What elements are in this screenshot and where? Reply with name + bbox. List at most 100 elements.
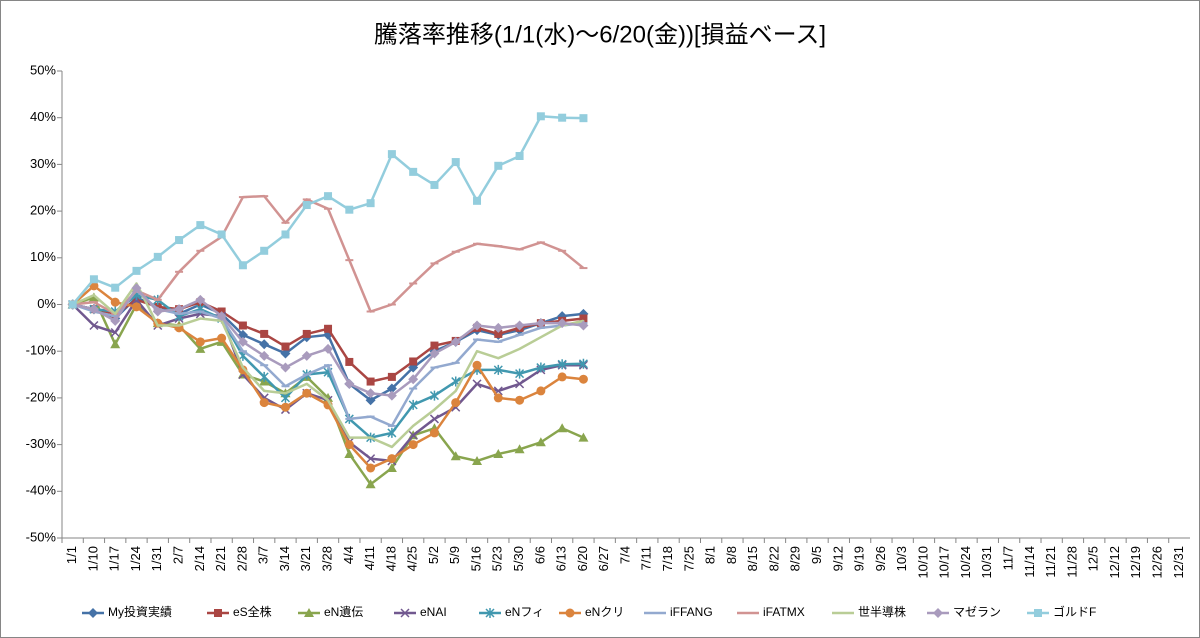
- marker: [365, 395, 376, 406]
- x-tick-label: 5/16: [468, 546, 483, 571]
- marker: [472, 455, 483, 465]
- marker: [324, 192, 333, 201]
- marker: [578, 320, 589, 331]
- x-tick-label: 10/3: [894, 546, 909, 571]
- marker: [494, 161, 503, 170]
- marker: [345, 357, 354, 366]
- marker: [578, 374, 588, 384]
- legend-label: eNAI: [420, 605, 447, 619]
- marker: [493, 364, 503, 375]
- marker: [579, 114, 588, 123]
- marker: [302, 201, 311, 210]
- marker: [1034, 609, 1042, 617]
- marker: [515, 379, 525, 389]
- marker: [451, 158, 460, 167]
- x-tick-label: 1/24: [128, 546, 143, 571]
- x-tick-label: 4/11: [362, 546, 377, 570]
- x-tick-label: 8/15: [745, 546, 760, 571]
- marker: [241, 366, 244, 369]
- legend-label: My投資実績: [108, 604, 172, 619]
- marker: [280, 402, 290, 412]
- legend-label: マゼラン: [953, 605, 1001, 619]
- marker: [472, 379, 482, 389]
- marker: [88, 292, 99, 302]
- marker: [535, 318, 546, 329]
- marker: [89, 275, 98, 284]
- marker: [558, 113, 567, 122]
- marker: [304, 608, 314, 617]
- marker: [557, 372, 567, 382]
- marker: [216, 311, 227, 322]
- x-tick-label: 9/12: [830, 546, 845, 571]
- marker: [557, 318, 568, 329]
- marker: [493, 448, 504, 458]
- marker: [178, 324, 181, 327]
- x-tick-label: 12/5: [1086, 546, 1101, 571]
- marker: [369, 436, 372, 439]
- x-tick-label: 3/7: [256, 546, 271, 564]
- y-tick-label: -30%: [26, 436, 57, 451]
- marker: [365, 388, 376, 399]
- marker: [485, 608, 495, 618]
- x-tick-label: 3/14: [277, 546, 292, 571]
- x-tick-label: 11/21: [1043, 546, 1058, 578]
- marker: [366, 463, 376, 473]
- legend-label: iFATMX: [763, 605, 805, 619]
- x-tick-label: 12/19: [1128, 546, 1143, 579]
- marker: [131, 283, 142, 294]
- x-tick-label: 6/6: [532, 546, 547, 564]
- x-tick-label: 7/25: [681, 546, 696, 571]
- marker: [497, 357, 500, 360]
- x-tick-label: 5/23: [490, 546, 505, 571]
- marker: [387, 372, 396, 381]
- y-tick-label: -40%: [26, 483, 57, 498]
- marker: [408, 430, 418, 440]
- marker: [263, 389, 266, 392]
- marker: [400, 608, 410, 618]
- marker: [259, 350, 270, 361]
- marker: [344, 440, 354, 450]
- x-tick-label: 11/7: [1001, 546, 1016, 570]
- legend-label: eNクリ: [585, 605, 624, 619]
- x-tick-label: 7/18: [660, 546, 675, 571]
- marker: [196, 221, 205, 230]
- marker: [284, 392, 287, 395]
- marker: [238, 321, 247, 330]
- marker: [387, 454, 397, 464]
- x-tick-label: 2/21: [213, 546, 228, 571]
- marker: [238, 261, 247, 270]
- marker: [386, 383, 397, 394]
- marker: [535, 437, 546, 447]
- marker: [131, 302, 141, 312]
- marker: [557, 359, 567, 370]
- x-tick-label: 6/27: [596, 546, 611, 571]
- x-tick-label: 10/17: [937, 546, 952, 579]
- marker: [536, 362, 546, 373]
- marker: [175, 236, 184, 245]
- chart-title: 騰落率推移(1/1(水)～6/20(金))[損益ベース]: [374, 21, 826, 48]
- x-tick-label: 9/19: [852, 546, 867, 571]
- marker: [345, 205, 354, 214]
- y-tick-label: -20%: [26, 389, 57, 404]
- marker: [327, 399, 330, 402]
- marker: [348, 436, 351, 439]
- x-tick-label: 10/24: [958, 546, 973, 579]
- marker: [409, 167, 418, 176]
- y-tick-label: 50%: [30, 62, 56, 77]
- series: [68, 112, 588, 309]
- marker: [260, 329, 269, 338]
- marker: [280, 362, 291, 373]
- x-tick-label: 1/10: [85, 546, 100, 571]
- series: [71, 282, 585, 449]
- marker: [89, 320, 99, 331]
- marker: [195, 337, 205, 347]
- marker: [494, 329, 503, 338]
- y-tick-label: -50%: [26, 529, 57, 544]
- marker: [195, 343, 206, 353]
- marker: [933, 608, 943, 618]
- marker: [260, 246, 269, 255]
- marker: [536, 386, 546, 396]
- marker: [114, 312, 117, 315]
- marker: [454, 389, 457, 392]
